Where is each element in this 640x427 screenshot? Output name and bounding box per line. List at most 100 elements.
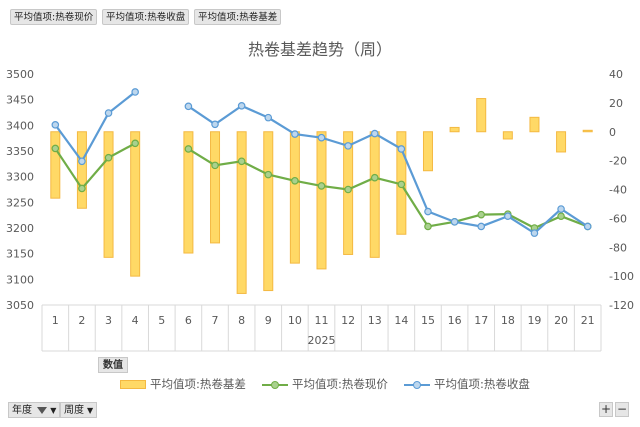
basis-bar xyxy=(556,131,567,153)
x-tick-label: 21 xyxy=(581,314,595,327)
close-point xyxy=(477,222,486,231)
y-right-tick-label: 20 xyxy=(609,97,623,110)
field-button-close[interactable]: 平均值项:热卷收盘 xyxy=(102,9,190,25)
close-point xyxy=(211,120,219,129)
spot-point xyxy=(557,212,565,220)
spot-point xyxy=(78,184,86,193)
x-tick-label: 20 xyxy=(554,314,568,327)
spot-line xyxy=(187,148,589,230)
x-tick-label: 6 xyxy=(185,314,192,327)
spot-point xyxy=(264,170,273,179)
x-tick-label: 12 xyxy=(341,314,355,327)
y-right-tick-label: -80 xyxy=(609,241,627,254)
filter-year-button[interactable]: 年度 ▼ xyxy=(8,402,61,418)
close-point xyxy=(184,102,193,111)
close-point xyxy=(450,218,459,226)
close-point xyxy=(504,212,512,220)
basis-bar xyxy=(103,131,114,258)
values-field-button[interactable]: 数值 xyxy=(98,357,128,373)
field-button-spot[interactable]: 平均值项:热卷现价 xyxy=(10,9,98,25)
close-point xyxy=(104,109,113,117)
legend-item-close: 平均值项:热卷收盘 xyxy=(404,376,530,392)
close-point xyxy=(237,102,246,110)
basis-bar xyxy=(236,131,247,294)
basis-bar xyxy=(316,131,327,270)
chart-title: 热卷基差趋势（周） xyxy=(247,40,392,59)
basis-bar xyxy=(529,116,540,133)
x-tick-label: 5 xyxy=(158,314,165,327)
y-right-tick-label: -60 xyxy=(609,212,627,225)
y-right-tick-label: 40 xyxy=(609,68,623,81)
x-tick-label: 13 xyxy=(368,314,382,327)
spot-point xyxy=(317,182,326,190)
close-point xyxy=(397,145,406,153)
chevron-down-icon: ▼ xyxy=(50,406,57,415)
basis-bar xyxy=(50,131,61,199)
close-line xyxy=(187,104,589,235)
close-point xyxy=(78,157,86,166)
y-left-tick-label: 3300 xyxy=(6,171,34,184)
close-point xyxy=(370,129,379,138)
spot-line xyxy=(54,142,136,191)
collapse-button[interactable]: − xyxy=(615,402,629,417)
legend-label-spot: 平均值项:热卷现价 xyxy=(292,377,388,391)
y-right-tick-label: 0 xyxy=(609,126,616,139)
x-tick-label: 7 xyxy=(212,314,219,327)
x-tick-label: 9 xyxy=(265,314,272,327)
spot-point xyxy=(291,176,299,185)
filter-week-label: 周度 xyxy=(64,405,84,416)
close-line xyxy=(54,91,136,164)
y-left-tick-label: 3200 xyxy=(6,222,34,235)
legend-item-spot: 平均值项:热卷现价 xyxy=(262,376,388,392)
basis-bar xyxy=(130,131,141,277)
close-point xyxy=(530,229,539,237)
chevron-down-icon: ▼ xyxy=(87,406,94,415)
basis-bar xyxy=(476,98,487,133)
y-left-tick-label: 3150 xyxy=(6,248,34,261)
y-left-tick-label: 3450 xyxy=(6,94,34,107)
spot-point xyxy=(344,185,352,194)
filter-icon xyxy=(37,406,48,414)
legend-label-basis: 平均值项:热卷基差 xyxy=(150,377,246,391)
x-tick-label: 19 xyxy=(527,314,541,327)
spot-point xyxy=(370,173,379,182)
close-point xyxy=(344,142,352,150)
spot-point xyxy=(104,153,113,162)
filter-week-button[interactable]: 周度 ▼ xyxy=(60,402,98,418)
x-tick-label: 1 xyxy=(52,314,59,327)
basis-bar xyxy=(582,129,593,133)
spot-point xyxy=(477,210,486,219)
close-point xyxy=(583,222,592,231)
spot-point xyxy=(237,157,246,166)
legend-item-basis: 平均值项:热卷基差 xyxy=(120,376,246,392)
x-tick-label: 16 xyxy=(448,314,462,327)
close-point xyxy=(131,88,139,96)
spot-point xyxy=(424,222,432,231)
x-tick-label: 10 xyxy=(288,314,302,327)
y-left-tick-label: 3050 xyxy=(6,299,34,312)
y-right-tick-label: -100 xyxy=(609,270,634,283)
spot-point xyxy=(397,180,406,189)
spot-point xyxy=(131,139,139,148)
expand-button[interactable]: + xyxy=(599,402,613,417)
legend-swatch-bar-icon xyxy=(120,380,146,389)
field-button-basis[interactable]: 平均值项:热卷基差 xyxy=(194,9,282,25)
legend-label-close: 平均值项:热卷收盘 xyxy=(434,377,530,391)
x-axis-label: 2025 xyxy=(308,334,336,347)
basis-bar xyxy=(210,131,221,244)
x-tick-label: 11 xyxy=(315,314,329,327)
y-left-tick-label: 3400 xyxy=(6,119,34,132)
basis-bar xyxy=(502,131,513,140)
legend: 平均值项:热卷基差 平均值项:热卷现价 平均值项:热卷收盘 xyxy=(0,376,640,392)
basis-bar xyxy=(183,131,194,254)
y-right-tick-label: -40 xyxy=(609,184,627,197)
basis-bar xyxy=(289,131,300,264)
close-point xyxy=(291,130,299,138)
basis-bar xyxy=(422,131,433,172)
basis-bar xyxy=(263,131,274,292)
y-left-tick-label: 3100 xyxy=(6,273,34,286)
legend-swatch-line-icon xyxy=(262,380,288,389)
y-right-tick-label: -20 xyxy=(609,155,627,168)
basis-bar xyxy=(449,126,460,133)
